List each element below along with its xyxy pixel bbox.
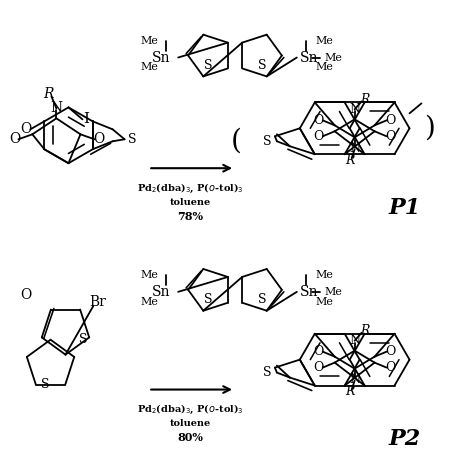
Text: R: R (43, 87, 54, 101)
Text: S: S (263, 366, 271, 379)
Text: P2: P2 (388, 428, 420, 450)
Text: S: S (258, 59, 266, 72)
Text: R: R (345, 154, 355, 167)
Text: toluene: toluene (170, 198, 211, 207)
Text: S: S (258, 293, 266, 306)
Text: Br: Br (89, 295, 106, 309)
Text: O: O (21, 122, 32, 137)
Text: N: N (349, 142, 360, 155)
Text: O: O (314, 130, 324, 143)
Text: O: O (385, 345, 396, 358)
Text: N: N (349, 373, 360, 386)
Text: Me: Me (316, 270, 334, 280)
Text: N: N (50, 101, 63, 115)
Text: O: O (93, 132, 104, 146)
Text: Me: Me (316, 36, 334, 46)
Text: Me: Me (316, 297, 334, 307)
Text: (: ( (231, 128, 242, 155)
Text: R: R (360, 324, 369, 337)
Text: S: S (204, 59, 212, 72)
Text: Me: Me (316, 63, 334, 73)
Text: 80%: 80% (177, 432, 203, 443)
Text: Sn: Sn (300, 285, 319, 299)
Text: Me: Me (140, 63, 158, 73)
Text: 78%: 78% (177, 210, 203, 221)
Text: S: S (263, 135, 271, 148)
Text: S: S (204, 293, 212, 306)
Text: ): ) (424, 115, 435, 142)
Text: R: R (345, 385, 355, 398)
Text: Me: Me (140, 270, 158, 280)
Text: Sn: Sn (152, 51, 170, 64)
Text: Me: Me (140, 297, 158, 307)
Text: Me: Me (140, 36, 158, 46)
Text: Pd$_2$(dba)$_3$, P($o$-tol)$_3$: Pd$_2$(dba)$_3$, P($o$-tol)$_3$ (137, 403, 244, 416)
Text: S: S (79, 333, 88, 346)
Text: O: O (385, 130, 396, 143)
Text: Me: Me (325, 287, 343, 297)
Text: I: I (83, 112, 90, 127)
Text: P1: P1 (388, 197, 420, 219)
Text: O: O (20, 288, 31, 302)
Text: S: S (41, 378, 50, 391)
Text: toluene: toluene (170, 419, 211, 428)
Text: N: N (349, 103, 360, 116)
Text: Me: Me (325, 53, 343, 63)
Text: O: O (9, 132, 20, 146)
Text: O: O (314, 361, 324, 374)
Text: Pd$_2$(dba)$_3$, P($o$-tol)$_3$: Pd$_2$(dba)$_3$, P($o$-tol)$_3$ (137, 182, 244, 195)
Text: O: O (385, 114, 396, 127)
Text: O: O (314, 345, 324, 358)
Text: N: N (349, 334, 360, 347)
Text: R: R (360, 93, 369, 106)
Text: Sn: Sn (152, 285, 170, 299)
Text: O: O (385, 361, 396, 374)
Text: S: S (128, 133, 137, 146)
Text: Sn: Sn (300, 51, 319, 64)
Text: O: O (314, 114, 324, 127)
